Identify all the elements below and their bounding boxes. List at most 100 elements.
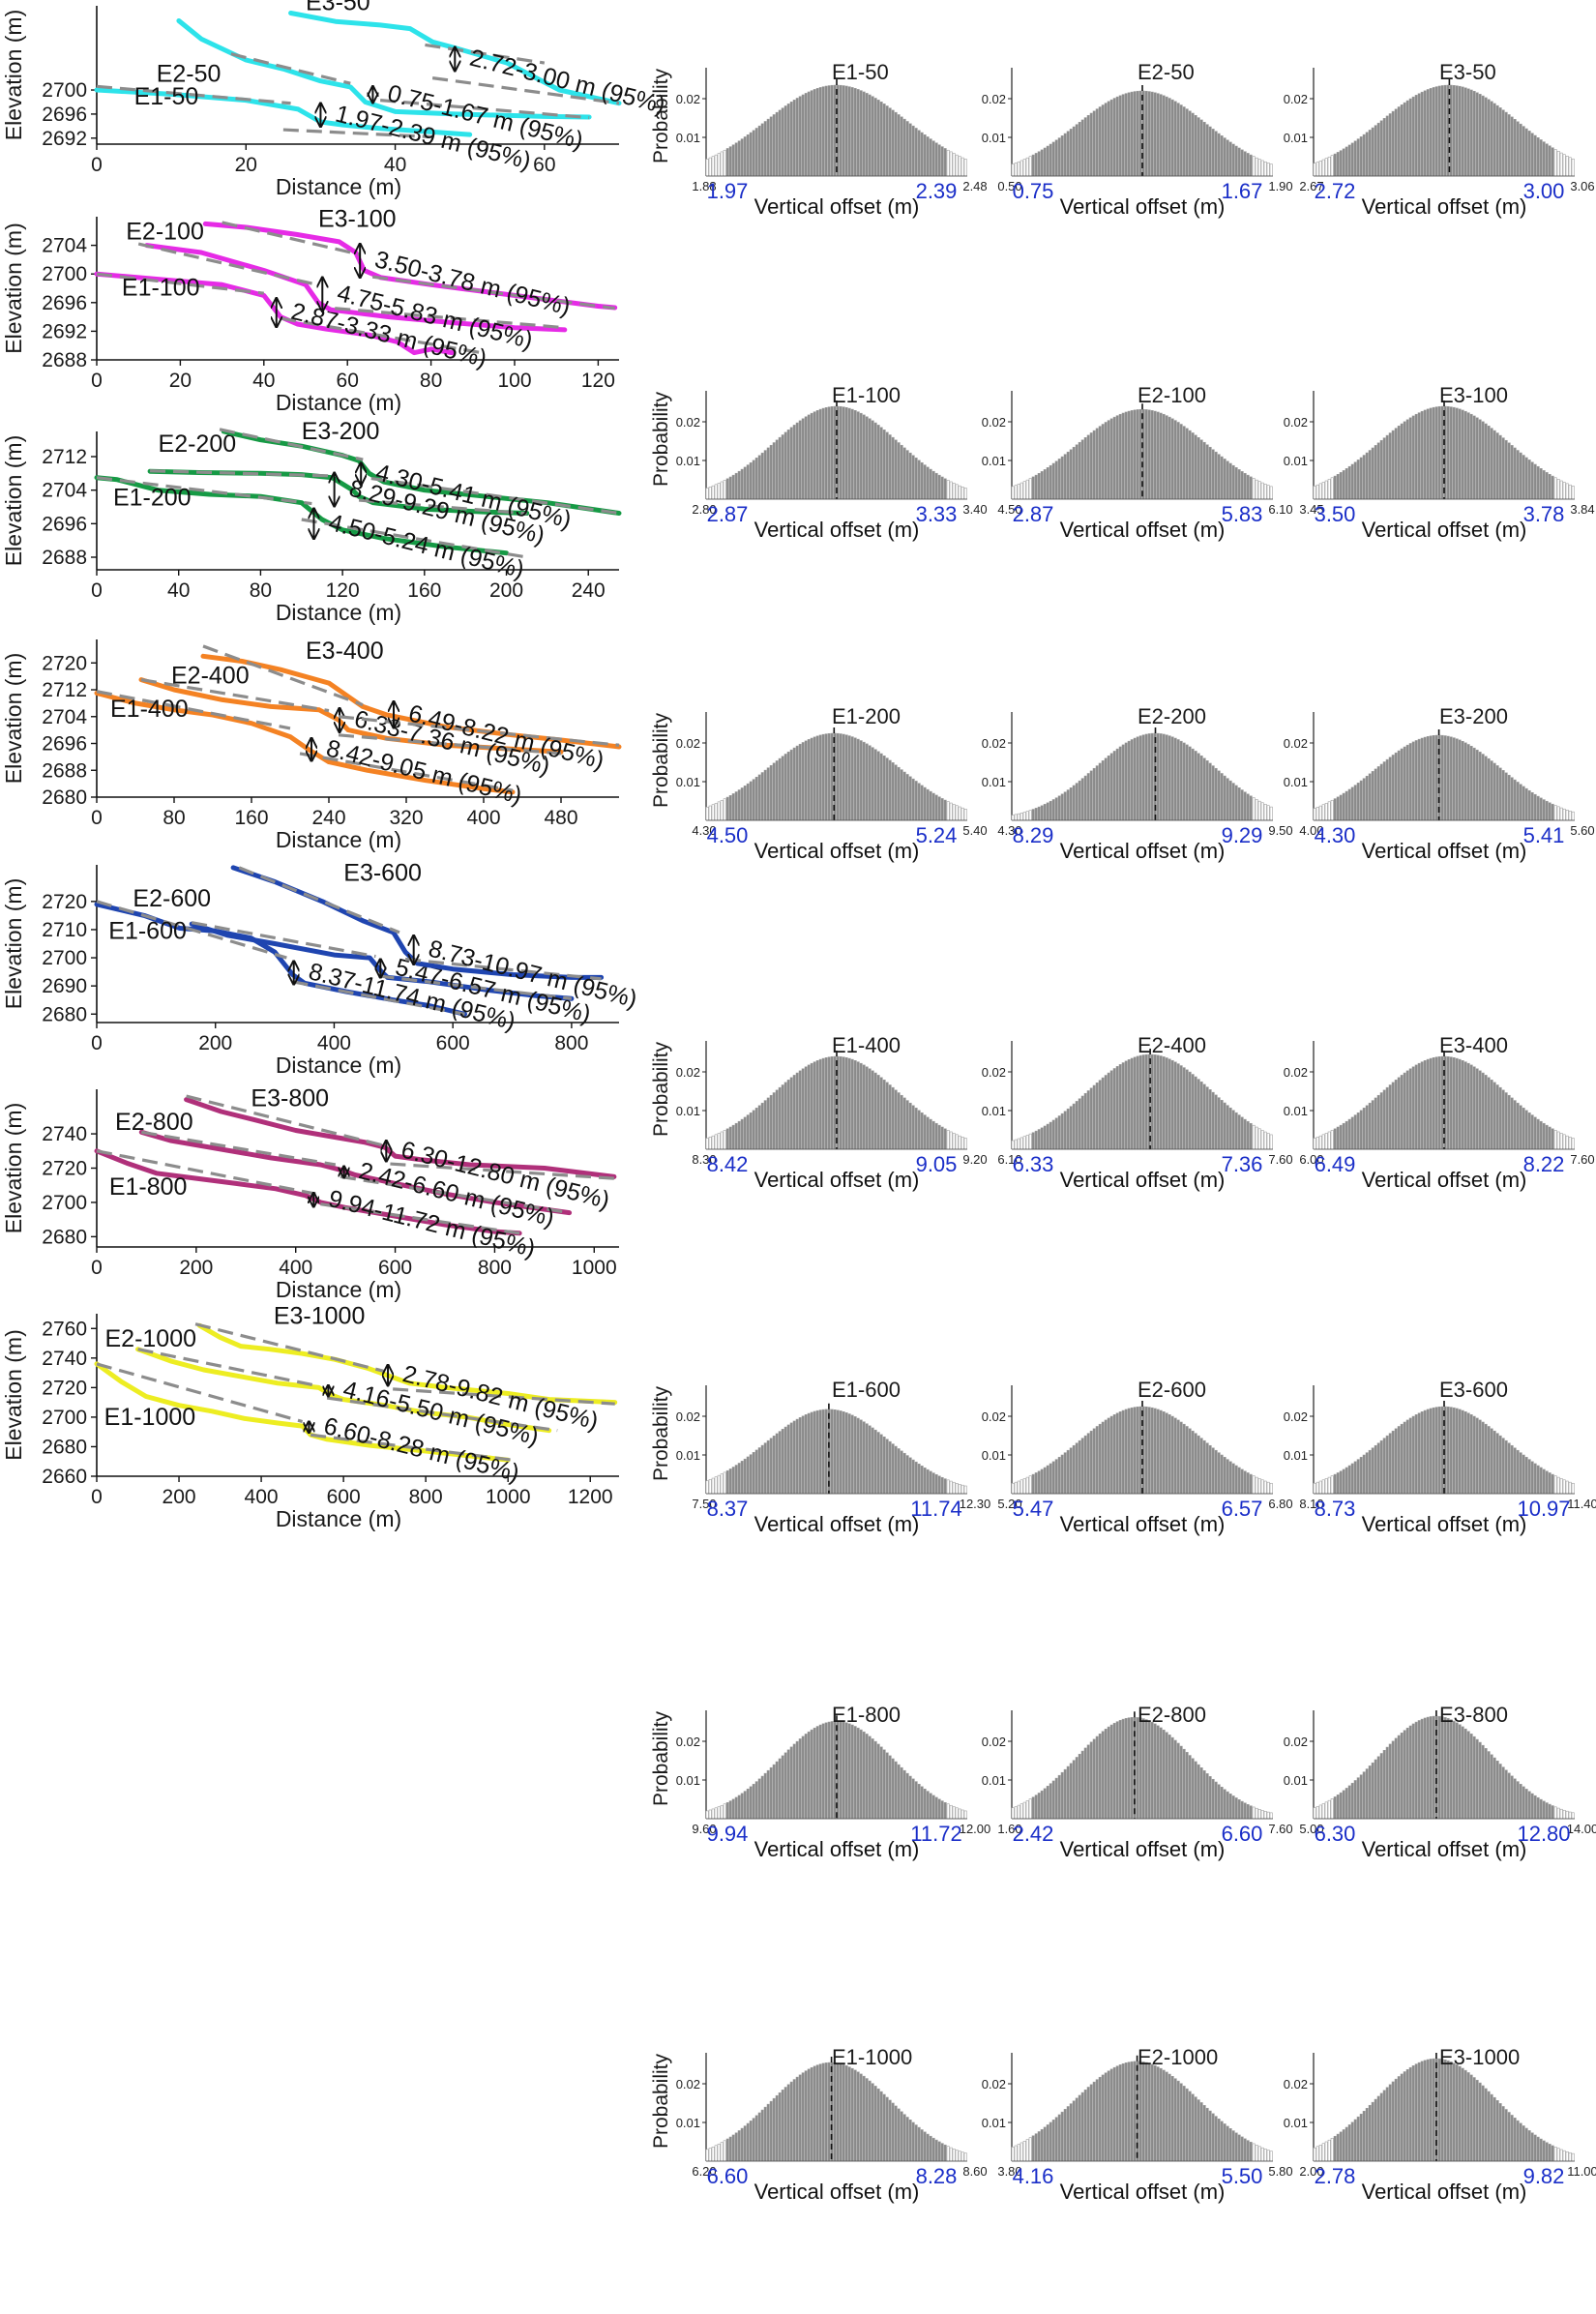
probability-bar — [740, 468, 744, 500]
probability-bar — [1414, 413, 1418, 500]
probability-bar — [1385, 758, 1389, 821]
probability-bar — [1469, 413, 1473, 500]
probability-bar — [923, 786, 927, 821]
probability-bar — [859, 2073, 863, 2162]
probability-bar — [711, 485, 715, 500]
probability-bar — [1231, 1463, 1235, 1495]
probability-bar — [955, 2150, 959, 2162]
histogram-max-label: 3.84 — [1570, 502, 1594, 517]
probability-bar — [1179, 740, 1183, 821]
probability-bar — [1182, 106, 1186, 177]
histogram-y-tick-label: 0.01 — [676, 454, 700, 468]
probability-bar — [1446, 405, 1450, 500]
probability-bar — [763, 121, 767, 177]
probability-bar — [1542, 141, 1546, 177]
lower-fit-line — [282, 128, 433, 139]
probability-bar — [1121, 1062, 1125, 1150]
histogram-x-axis-title: Vertical offset (m) — [1362, 518, 1527, 542]
probability-bar — [888, 1755, 892, 1820]
probability-bar — [949, 151, 953, 177]
y-axis-title: Elevation (m) — [1, 10, 26, 140]
probability-bar — [891, 762, 895, 821]
histogram-y-tick-label: 0.02 — [1284, 415, 1308, 430]
y-tick-label: 2704 — [42, 235, 87, 257]
probability-bar — [955, 1134, 959, 1150]
probability-bar — [955, 1483, 959, 1495]
probability-bar — [798, 1738, 802, 1820]
probability-bar — [1153, 410, 1157, 500]
probability-bar — [757, 774, 761, 821]
probability-bar — [920, 132, 924, 177]
probability-bar — [940, 1476, 944, 1495]
x-tick-label: 40 — [252, 370, 275, 392]
x-tick-label: 0 — [91, 1257, 103, 1279]
y-tick-label: 2692 — [42, 128, 87, 150]
probability-bar — [911, 125, 915, 177]
y-tick-label: 2712 — [42, 446, 87, 468]
probability-bar — [873, 1740, 877, 1820]
probability-bar — [810, 1062, 813, 1150]
upper-95-bound: 11.72 — [910, 1822, 961, 1846]
histogram-y-axis-title: Probability — [650, 1041, 672, 1137]
probability-bar — [763, 450, 767, 500]
probability-bar — [1568, 1811, 1572, 1820]
probability-bar — [1130, 739, 1134, 821]
x-tick-label: 20 — [169, 370, 192, 392]
probability-bar — [1403, 2071, 1406, 2162]
probability-bar — [1228, 1107, 1232, 1150]
probability-bar — [1104, 1729, 1108, 1820]
probability-bar — [902, 447, 906, 500]
probability-bar — [1234, 467, 1238, 500]
probability-bar — [1159, 1055, 1163, 1150]
probability-bar — [813, 89, 816, 177]
probability-bar — [725, 478, 729, 500]
probability-bar — [1559, 480, 1563, 500]
probability-bar — [1095, 1736, 1099, 1820]
probability-bar — [1501, 1089, 1505, 1150]
y-axis-title: Elevation (m) — [1, 435, 26, 566]
probability-bar — [1031, 476, 1035, 500]
probability-bar — [1397, 1735, 1401, 1820]
probability-bar — [798, 1417, 802, 1495]
lower-fit-line — [280, 316, 482, 355]
probability-bar — [1092, 767, 1096, 821]
probability-bar — [1014, 814, 1018, 821]
probability-bar — [766, 447, 770, 500]
profile-name-label: E2-200 — [159, 430, 237, 458]
probability-bar — [1220, 135, 1224, 177]
probability-bar — [1408, 1417, 1412, 1495]
histogram-y-tick-label: 0.01 — [1284, 1448, 1308, 1463]
probability-bar — [1458, 408, 1462, 500]
probability-bar — [1104, 757, 1108, 821]
probability-bar — [839, 733, 842, 821]
probability-bar — [1397, 426, 1401, 500]
probability-bar — [1562, 482, 1566, 500]
probability-bar — [856, 738, 860, 821]
probability-bar — [1339, 1124, 1343, 1150]
probability-bar — [865, 1423, 869, 1495]
probability-bar — [830, 84, 834, 177]
probability-bar — [731, 2134, 735, 2162]
probability-bar — [853, 1726, 857, 1820]
probability-bar — [1350, 1116, 1354, 1150]
probability-bar — [781, 1429, 784, 1495]
probability-bar — [1246, 793, 1250, 821]
probability-bar — [1385, 1086, 1389, 1150]
probability-bar — [746, 464, 750, 500]
probability-bar — [1376, 1094, 1380, 1150]
probability-bar — [1556, 479, 1560, 500]
probability-bar — [813, 1061, 816, 1150]
probability-bar — [1252, 478, 1256, 500]
probability-bar — [873, 1429, 877, 1495]
probability-bar — [714, 803, 718, 821]
probability-bar — [1490, 1428, 1493, 1495]
probability-bar — [1446, 2060, 1450, 2162]
probability-bar — [728, 146, 732, 177]
probability-bar — [1345, 1120, 1348, 1150]
probability-bar — [1037, 2131, 1041, 2162]
probability-bar — [1437, 1715, 1441, 1820]
probability-bar — [1115, 748, 1119, 821]
probability-bar — [1205, 760, 1209, 821]
probability-bar — [1231, 464, 1235, 500]
